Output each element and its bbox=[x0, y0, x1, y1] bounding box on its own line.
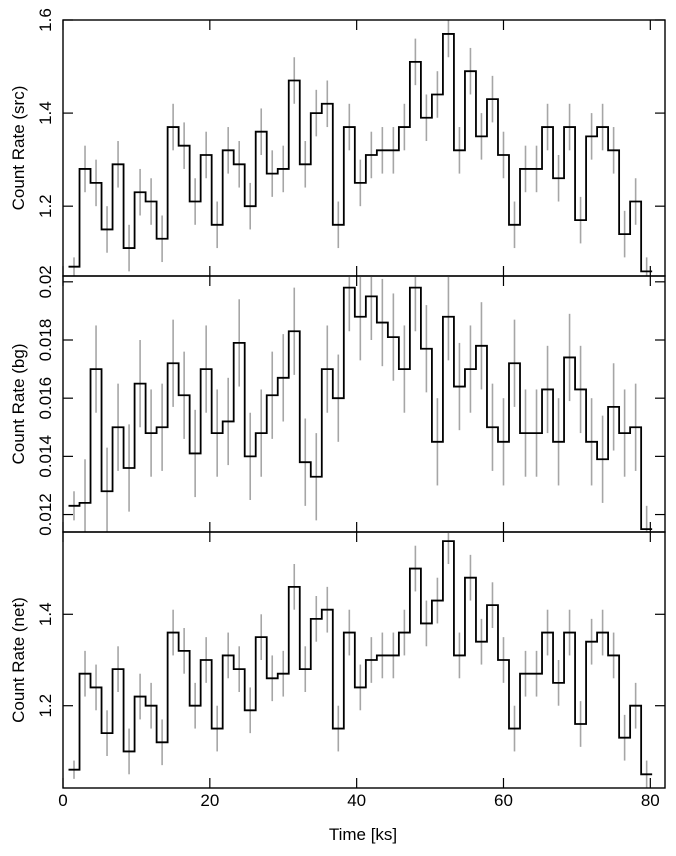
panel-src: 1.2 1.4 1.6 Count Rate (src) bbox=[9, 8, 666, 277]
step-line-net bbox=[68, 540, 653, 776]
y-tick-label: 1.6 bbox=[36, 8, 55, 32]
y-tick-label: 0.016 bbox=[36, 377, 55, 420]
panels: 1.2 1.4 1.6 Count Rate (src) 0.012 0.014 0.016… bbox=[9, 8, 666, 810]
y-tick-label: 0.02 bbox=[36, 265, 55, 298]
x-tick-label: 60 bbox=[494, 791, 513, 810]
error-bars-src bbox=[73, 20, 648, 276]
y-tick-label: 1.2 bbox=[36, 194, 55, 218]
panel-bg: 0.012 0.014 0.016 0.018 0.02 Count Rate (bg) bbox=[9, 265, 666, 536]
x-tick-label: 0 bbox=[58, 791, 67, 810]
x-tick-label: 40 bbox=[347, 791, 366, 810]
y-axis-label-net: Count Rate (net) bbox=[9, 597, 28, 723]
panel-net: 1.2 1.4 Count Rate (net) 0 20 40 60 80 bbox=[9, 531, 666, 810]
y-tick-label: 0.014 bbox=[36, 435, 55, 478]
y-tick-label: 0.018 bbox=[36, 319, 55, 362]
y-axis-label-src: Count Rate (src) bbox=[9, 86, 28, 211]
x-axis-label: Time [ks] bbox=[329, 825, 397, 844]
error-bars-net bbox=[73, 532, 648, 788]
x-tick-label: 20 bbox=[200, 791, 219, 810]
error-bars-bg bbox=[73, 276, 648, 532]
plot-frame-net bbox=[62, 531, 666, 789]
plot-frame-bg bbox=[62, 275, 666, 533]
y-tick-label: 1.4 bbox=[36, 602, 55, 626]
y-tick-label: 0.012 bbox=[36, 493, 55, 536]
y-tick-label: 1.2 bbox=[36, 694, 55, 718]
y-axis-label-bg: Count Rate (bg) bbox=[9, 344, 28, 465]
x-tick-label: 80 bbox=[641, 791, 660, 810]
y-tick-label: 1.4 bbox=[36, 101, 55, 125]
step-line-src bbox=[68, 33, 653, 273]
step-line-bg bbox=[68, 286, 653, 530]
